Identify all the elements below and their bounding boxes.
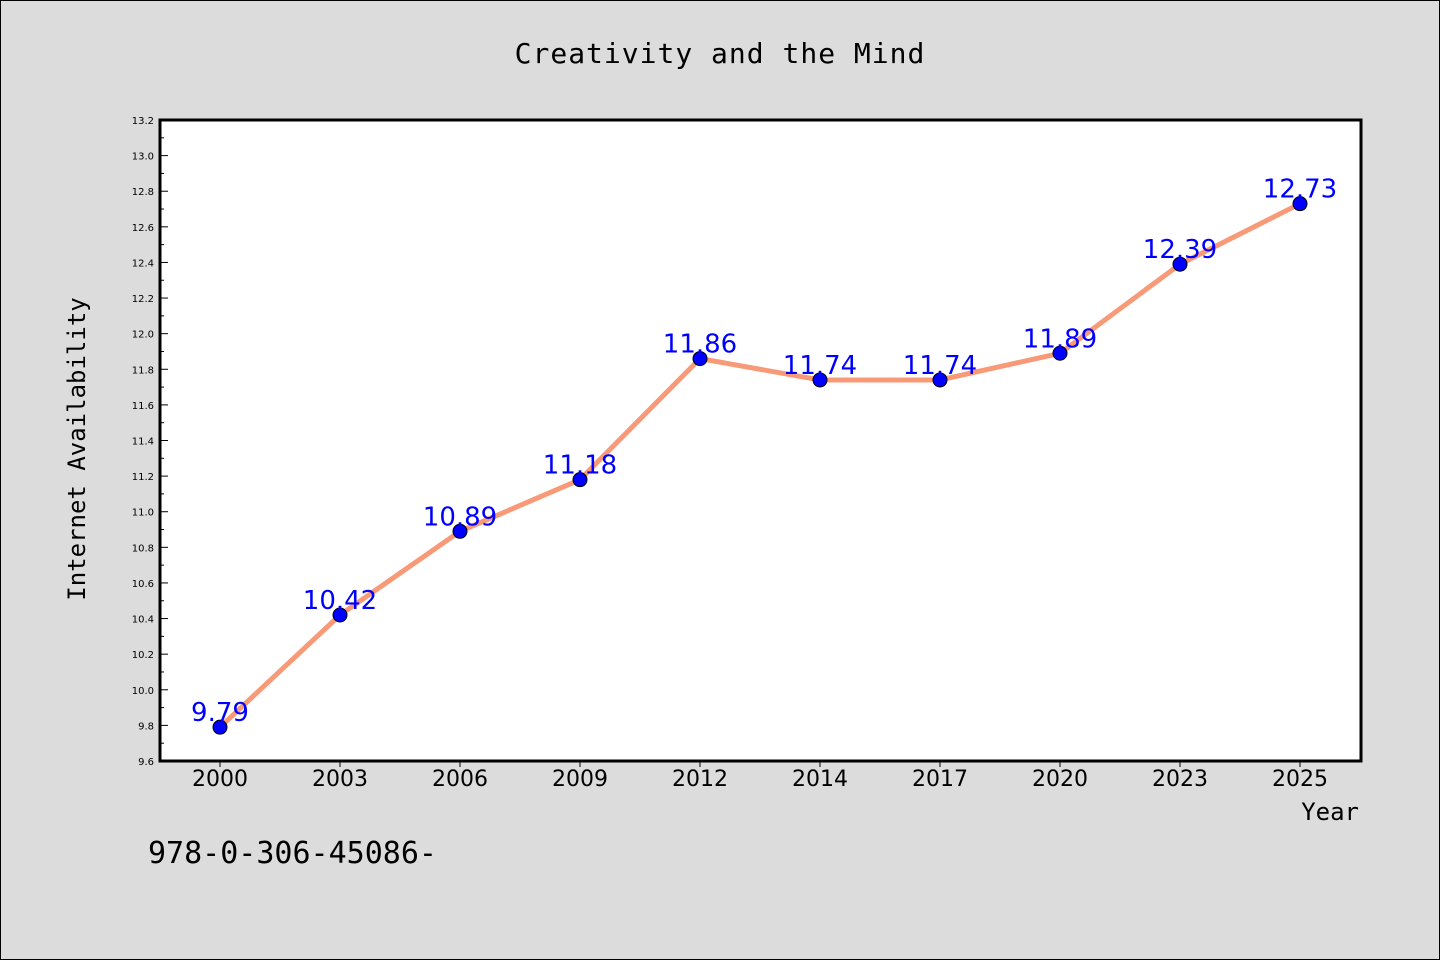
y-tick-label: 10.6 <box>132 579 154 590</box>
y-tick-label: 9.6 <box>138 757 154 768</box>
chart-title: Creativity and the Mind <box>515 37 926 70</box>
y-tick-label: 9.8 <box>138 721 154 732</box>
x-tick-label: 2017 <box>912 767 968 792</box>
data-label: 11.74 <box>903 351 977 381</box>
data-point <box>332 607 348 623</box>
data-point <box>1292 196 1308 212</box>
data-label: 12.73 <box>1263 175 1337 205</box>
data-label: 12.39 <box>1143 235 1217 265</box>
data-label: 11.18 <box>543 451 617 481</box>
y-tick-label: 12.4 <box>132 258 154 269</box>
x-tick-label: 2012 <box>672 767 728 792</box>
series-line <box>218 201 1302 729</box>
data-point <box>452 523 468 539</box>
data-point <box>1172 256 1188 272</box>
data-label: 11.86 <box>663 330 737 360</box>
y-tick-label: 12.0 <box>132 330 154 341</box>
x-axis: 2000 2003 2006 2009 2012 2014 2017 2020 2023 2025 <box>192 761 1328 792</box>
x-tick-label: 2006 <box>432 767 488 792</box>
y-tick-label: 11.6 <box>132 401 154 412</box>
y-tick-label: 11.8 <box>132 365 154 376</box>
data-point <box>692 351 708 367</box>
data-point <box>932 372 948 388</box>
y-tick-label: 12.6 <box>132 223 154 234</box>
data-label: 10.89 <box>423 502 497 532</box>
x-tick-label: 2023 <box>1152 767 1208 792</box>
data-label: 11.89 <box>1023 324 1097 354</box>
data-point <box>212 719 228 735</box>
x-tick-label: 2000 <box>192 767 248 792</box>
y-tick-label: 10.8 <box>132 543 154 554</box>
y-axis-title: Internet Availability <box>63 297 91 600</box>
y-tick-label: 12.8 <box>132 187 154 198</box>
y-tick-label: 10.2 <box>132 650 154 661</box>
data-label: 11.74 <box>783 351 857 381</box>
x-tick-label: 2009 <box>552 767 608 792</box>
y-tick-label: 11.2 <box>132 472 154 483</box>
data-point <box>1052 345 1068 361</box>
y-tick-label: 11.4 <box>132 437 154 448</box>
x-tick-label: 2020 <box>1032 767 1088 792</box>
markers-group <box>212 196 1308 735</box>
data-label: 10.42 <box>303 586 377 616</box>
x-axis-title: Year <box>1301 798 1359 826</box>
data-label: 9.79 <box>191 698 249 728</box>
x-tick-label: 2014 <box>792 767 848 792</box>
y-tick-label: 12.2 <box>132 294 154 305</box>
y-axis: 9.6 9.8 10.0 10.2 10.4 10.6 10.8 11.0 11.2 11.4 11… <box>132 116 168 768</box>
data-point <box>572 472 588 488</box>
y-tick-label: 10.4 <box>132 615 154 626</box>
y-tick-label: 11.0 <box>132 508 154 519</box>
y-tick-label: 13.2 <box>132 116 154 127</box>
plot-area <box>158 118 1363 763</box>
data-point <box>812 372 828 388</box>
x-tick-label: 2003 <box>312 767 368 792</box>
x-tick-label: 2025 <box>1272 767 1328 792</box>
footer-text: 978-0-306-45086- <box>148 836 437 871</box>
data-labels-group: 9.79 10.42 10.89 11.18 11.86 11.74 11.74 11.89 1… <box>191 175 1337 728</box>
series-line-group <box>218 201 1302 729</box>
y-tick-label: 13.0 <box>132 152 154 163</box>
y-tick-label: 10.0 <box>132 686 154 697</box>
